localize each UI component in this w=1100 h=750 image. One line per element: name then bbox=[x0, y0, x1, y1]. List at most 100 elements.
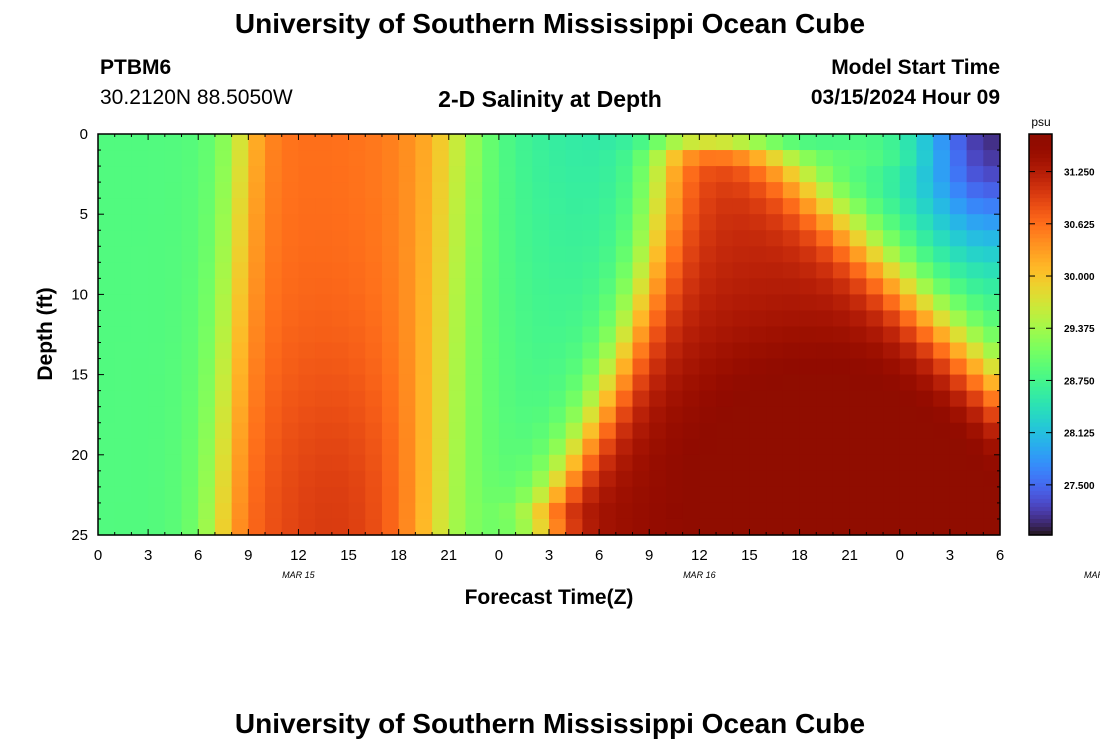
heatmap-cell bbox=[966, 214, 984, 231]
heatmap-cell bbox=[315, 390, 333, 408]
heatmap-cell bbox=[281, 358, 300, 376]
heatmap-cell bbox=[816, 438, 834, 456]
heatmap-cell bbox=[248, 326, 266, 344]
heatmap-cell bbox=[415, 326, 433, 344]
heatmap-cell bbox=[949, 198, 968, 215]
heatmap-cell bbox=[148, 358, 166, 376]
heatmap-cell bbox=[331, 246, 350, 263]
heatmap-cell bbox=[198, 294, 216, 312]
heatmap-cell bbox=[248, 294, 266, 312]
heatmap-cell bbox=[649, 342, 667, 360]
heatmap-cell bbox=[983, 422, 1001, 440]
heatmap-cell bbox=[348, 390, 366, 408]
heatmap-cell bbox=[515, 374, 533, 392]
heatmap-cell bbox=[432, 374, 450, 392]
heatmap-cell bbox=[615, 438, 634, 456]
heatmap-cell bbox=[799, 198, 817, 215]
heatmap-cell bbox=[933, 518, 951, 536]
colorbar-segment bbox=[1029, 270, 1052, 275]
heatmap-cell bbox=[532, 486, 550, 504]
heatmap-cell bbox=[782, 310, 801, 328]
heatmap-cell bbox=[565, 310, 583, 328]
heatmap-cell bbox=[298, 230, 316, 247]
heatmap-cell bbox=[699, 438, 717, 456]
heatmap-cell bbox=[716, 358, 734, 376]
heatmap-cell bbox=[799, 310, 817, 328]
heatmap-cell bbox=[766, 134, 784, 151]
heatmap-cell bbox=[565, 390, 583, 408]
heatmap-cell bbox=[549, 518, 567, 536]
heatmap-cell bbox=[515, 326, 533, 344]
heatmap-cell bbox=[749, 390, 767, 408]
heatmap-cell bbox=[498, 134, 517, 151]
heatmap-cell bbox=[615, 278, 634, 295]
heatmap-cell bbox=[148, 150, 166, 167]
heatmap-cell bbox=[682, 150, 700, 167]
heatmap-cell bbox=[615, 166, 634, 183]
heatmap-cell bbox=[866, 374, 884, 392]
y-tick-label: 10 bbox=[71, 286, 88, 303]
heatmap-cell bbox=[114, 390, 132, 408]
heatmap-cell bbox=[699, 518, 717, 536]
heatmap-cell bbox=[281, 422, 300, 440]
colorbar-segment bbox=[1029, 514, 1052, 520]
heatmap-cell bbox=[465, 182, 483, 199]
heatmap-cell bbox=[498, 358, 517, 376]
heatmap-cell bbox=[482, 294, 500, 312]
heatmap-cell bbox=[949, 390, 968, 408]
heatmap-cell bbox=[665, 406, 684, 424]
heatmap-cell bbox=[381, 294, 400, 312]
heatmap-cell bbox=[181, 182, 199, 199]
heatmap-cell bbox=[281, 310, 300, 328]
heatmap-cell bbox=[348, 278, 366, 295]
heatmap-cell bbox=[298, 374, 316, 392]
heatmap-cell bbox=[415, 502, 433, 520]
heatmap-cell bbox=[381, 166, 400, 183]
x-tick-label: 3 bbox=[545, 547, 553, 564]
heatmap-cell bbox=[849, 230, 867, 247]
heatmap-cell bbox=[565, 230, 583, 247]
heatmap-cell bbox=[448, 518, 467, 536]
heatmap-cell bbox=[983, 262, 1001, 279]
heatmap-cell bbox=[665, 262, 684, 279]
colorbar-segment bbox=[1029, 266, 1052, 271]
heatmap-cell bbox=[248, 518, 266, 536]
colorbar-segment bbox=[1029, 434, 1052, 440]
heatmap-cell bbox=[164, 406, 183, 424]
heatmap-cell bbox=[949, 246, 968, 263]
heatmap-cell bbox=[114, 230, 132, 247]
heatmap-cell bbox=[415, 262, 433, 279]
heatmap-cell bbox=[465, 262, 483, 279]
heatmap-cell bbox=[348, 262, 366, 279]
heatmap-cell bbox=[933, 374, 951, 392]
heatmap-cell bbox=[365, 294, 383, 312]
heatmap-cell bbox=[515, 486, 533, 504]
colorbar-segment bbox=[1029, 450, 1052, 456]
heatmap-cell bbox=[732, 406, 751, 424]
heatmap-cell bbox=[231, 358, 249, 376]
heatmap-cell bbox=[582, 150, 600, 167]
model-start-value: 03/15/2024 Hour 09 bbox=[810, 86, 1000, 109]
heatmap-cell bbox=[816, 454, 834, 472]
heatmap-cell bbox=[749, 470, 767, 488]
heatmap-cell bbox=[565, 326, 583, 344]
colorbar-segment bbox=[1029, 490, 1052, 496]
heatmap-cell bbox=[766, 518, 784, 536]
heatmap-cell bbox=[398, 262, 416, 279]
heatmap-cell bbox=[649, 310, 667, 328]
heatmap-cell bbox=[849, 294, 867, 312]
heatmap-cell bbox=[448, 326, 467, 344]
heatmap-cell bbox=[682, 326, 700, 344]
heatmap-cell bbox=[482, 358, 500, 376]
heatmap-cell bbox=[615, 182, 634, 199]
heatmap-cell bbox=[649, 502, 667, 520]
heatmap-cell bbox=[599, 246, 617, 263]
heatmap-cell bbox=[766, 310, 784, 328]
heatmap-cell bbox=[164, 134, 183, 151]
heatmap-cell bbox=[665, 166, 684, 183]
heatmap-cell bbox=[131, 406, 149, 424]
heatmap-cell bbox=[632, 294, 650, 312]
heatmap-cell bbox=[699, 486, 717, 504]
heatmap-cell bbox=[916, 390, 934, 408]
heatmap-cell bbox=[716, 150, 734, 167]
